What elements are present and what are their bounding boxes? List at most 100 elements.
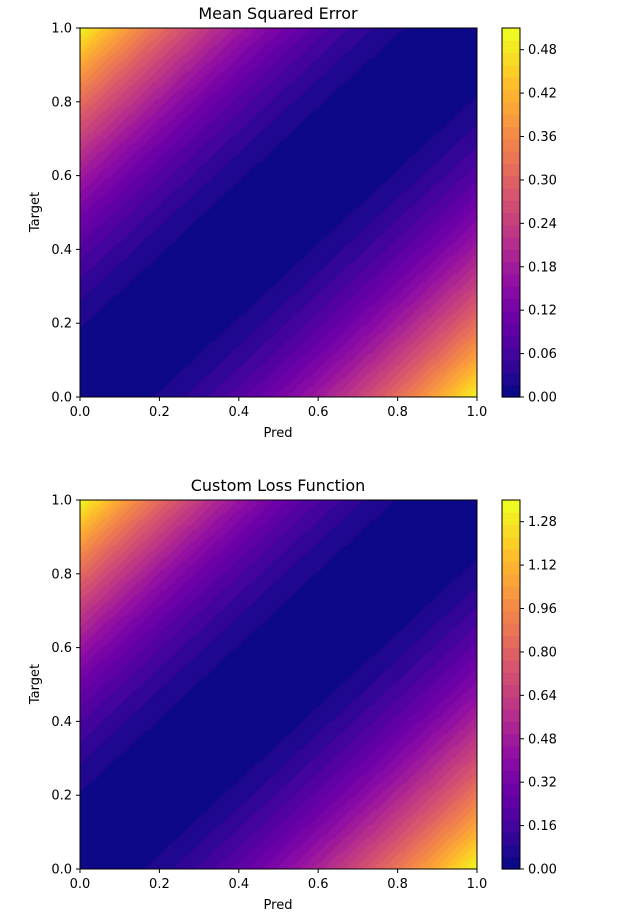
colorbar-tick-label: 0.48 — [528, 43, 557, 58]
x-tick-label: 0.8 — [387, 877, 408, 892]
colorbar-band — [502, 672, 520, 686]
y-tick-label: 1.0 — [51, 22, 72, 37]
colorbar-band — [502, 844, 520, 858]
plot-frame — [79, 27, 478, 398]
colorbar-band — [502, 610, 520, 624]
chart-title: Custom Loss Function — [191, 476, 366, 495]
y-tick-label: 0.0 — [51, 391, 72, 406]
colorbar-band — [502, 212, 520, 226]
colorbar-band — [502, 512, 520, 526]
colorbar-tick-label: 0.16 — [528, 819, 557, 834]
x-tick-label: 0.4 — [228, 877, 249, 892]
chart-custom-loss: Custom Loss Function 0.0 0.2 0.4 0.6 0.8 1.0 … — [28, 476, 557, 913]
colorbar-tick-label: 0.96 — [528, 602, 557, 617]
colorbar-band — [502, 89, 520, 103]
colorbar-band — [502, 758, 520, 772]
colorbar-band — [502, 286, 520, 300]
colorbar-band — [502, 249, 520, 263]
colorbar-band — [502, 709, 520, 722]
y-tick-label: 0.8 — [51, 95, 72, 110]
colorbar-band — [502, 323, 520, 337]
colorbar-band — [502, 138, 520, 152]
colorbar-ticks: 0.00 0.06 0.12 0.18 0.24 0.30 0.36 0.42 0.48 — [520, 43, 557, 406]
colorbar-band — [502, 598, 520, 612]
colorbar-band — [502, 573, 520, 587]
colorbar-ticks: 0.00 0.16 0.32 0.48 0.64 0.80 0.96 1.12 1.28 — [520, 515, 557, 878]
y-axis: 0.0 0.2 0.4 0.6 0.8 1.0 — [51, 494, 80, 878]
y-axis-label: Target — [28, 192, 43, 233]
colorbar-band — [502, 347, 520, 361]
colorbar-band — [502, 151, 520, 164]
plot-area — [79, 27, 478, 398]
colorbar-band — [502, 224, 520, 238]
colorbar-band — [502, 28, 520, 41]
x-tick-label: 0.4 — [228, 405, 249, 420]
colorbar-band — [502, 126, 520, 140]
colorbar-frame — [501, 27, 521, 398]
colorbar-tick-label: 0.36 — [528, 130, 557, 145]
x-axis: 0.0 0.2 0.4 0.6 0.8 1.0 — [70, 869, 488, 892]
colorbar-tick-label: 0.00 — [528, 863, 557, 878]
colorbar-tick-label: 0.42 — [528, 87, 557, 102]
heatmap-image — [80, 28, 477, 397]
colorbar-band — [502, 536, 520, 550]
heatmap-image — [80, 500, 477, 869]
colorbar-bands — [502, 28, 520, 398]
colorbar-band — [502, 684, 520, 698]
y-tick-label: 0.4 — [51, 715, 72, 730]
colorbar-band — [502, 40, 520, 54]
colorbar-band — [502, 372, 520, 386]
plot-frame — [79, 499, 478, 870]
colorbar-tick-label: 0.18 — [528, 260, 557, 275]
colorbar-band — [502, 819, 520, 833]
colorbar-band — [502, 64, 520, 78]
colorbar-band — [502, 298, 520, 312]
colorbar-band — [502, 310, 520, 324]
colorbar-band — [502, 623, 520, 636]
colorbar-band — [502, 807, 520, 821]
colorbar-tick-label: 0.48 — [528, 732, 557, 747]
colorbar-band — [502, 52, 520, 66]
colorbar-band — [502, 856, 520, 870]
x-axis: 0.0 0.2 0.4 0.6 0.8 1.0 — [70, 397, 488, 420]
y-axis: 0.0 0.2 0.4 0.6 0.8 1.0 — [51, 22, 80, 406]
y-tick-label: 0.2 — [51, 789, 72, 804]
colorbar-band — [502, 721, 520, 735]
colorbar-band — [502, 733, 520, 747]
colorbar-band — [502, 101, 520, 115]
colorbar-band — [502, 549, 520, 563]
colorbar: 0.00 0.16 0.32 0.48 0.64 0.80 0.96 1.12 1.28 — [501, 499, 557, 878]
x-tick-label: 1.0 — [467, 405, 488, 420]
x-tick-label: 0.2 — [149, 877, 170, 892]
colorbar-band — [502, 696, 520, 710]
colorbar-band — [502, 163, 520, 177]
colorbar-tick-label: 0.12 — [528, 304, 557, 319]
colorbar-band — [502, 832, 520, 845]
colorbar-band — [502, 175, 520, 189]
colorbar-band — [502, 200, 520, 214]
colorbar-bands — [502, 500, 520, 870]
x-tick-label: 0.2 — [149, 405, 170, 420]
y-tick-label: 1.0 — [51, 494, 72, 509]
colorbar-band — [502, 561, 520, 575]
x-tick-label: 0.0 — [70, 405, 91, 420]
colorbar-band — [502, 114, 520, 127]
colorbar-frame — [501, 499, 521, 870]
y-tick-label: 0.0 — [51, 863, 72, 878]
colorbar-tick-label: 1.28 — [528, 515, 557, 530]
colorbar-band — [502, 384, 520, 398]
x-tick-label: 1.0 — [467, 877, 488, 892]
x-axis-label: Pred — [264, 898, 293, 913]
colorbar-band — [502, 77, 520, 91]
colorbar-band — [502, 635, 520, 649]
colorbar-band — [502, 187, 520, 201]
colorbar-band — [502, 274, 520, 287]
colorbar-band — [502, 500, 520, 513]
colorbar-band — [502, 237, 520, 250]
x-tick-label: 0.0 — [70, 877, 91, 892]
colorbar-band — [502, 335, 520, 349]
colorbar-tick-label: 0.64 — [528, 689, 557, 704]
x-tick-label: 0.8 — [387, 405, 408, 420]
colorbar-tick-label: 0.30 — [528, 173, 557, 188]
